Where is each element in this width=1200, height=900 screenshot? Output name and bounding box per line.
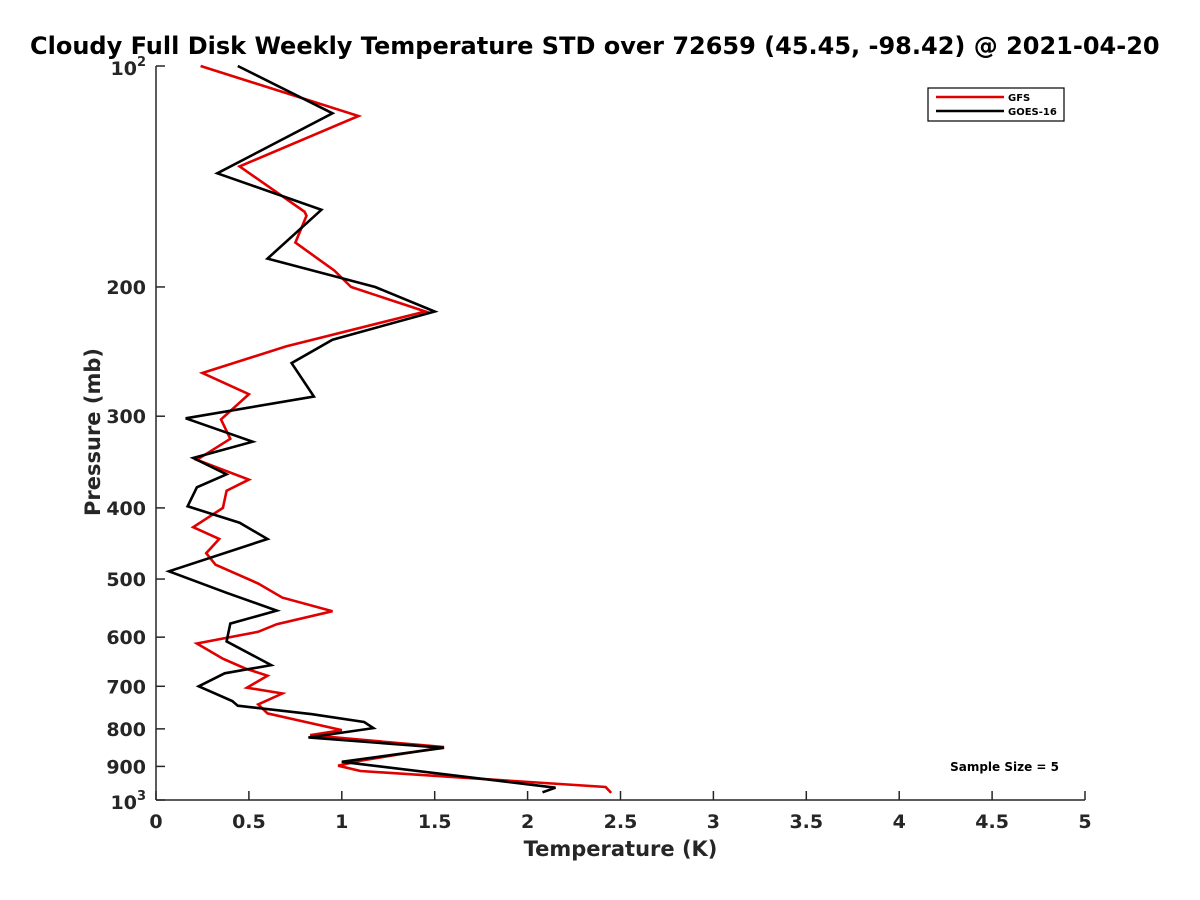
legend-label-gfs: GFS xyxy=(1008,93,1030,104)
x-axis-label: Temperature (K) xyxy=(524,837,718,861)
y-tick-label: 103 xyxy=(111,789,147,814)
y-axis-label: Pressure (mb) xyxy=(81,348,105,516)
sample-size-annotation: Sample Size = 5 xyxy=(950,760,1059,774)
ticks: 0 0.5 1 1.5 2 2.5 3 3.5 4 4.5 5 102 200 300 400 500 600 7… xyxy=(106,55,1091,833)
x-tick-label: 2 xyxy=(521,811,534,833)
legend-box xyxy=(927,87,1065,122)
y-tick-label: 102 xyxy=(111,55,147,80)
series-lines xyxy=(165,64,613,794)
y-tick-label: 400 xyxy=(106,498,146,520)
series-line-gfs xyxy=(190,64,613,794)
x-tick-label: 1.5 xyxy=(418,811,452,833)
y-tick-label: 300 xyxy=(106,406,146,428)
chart-title: Cloudy Full Disk Weekly Temperature STD … xyxy=(30,32,1160,60)
series-line-goes-16 xyxy=(165,64,556,794)
legend: GFS GOES-16 xyxy=(927,87,1065,122)
x-tick-label: 3 xyxy=(707,811,720,833)
x-tick-label: 2.5 xyxy=(604,811,638,833)
x-tick-label: 4.5 xyxy=(975,811,1009,833)
x-tick-label: 0 xyxy=(149,811,162,833)
y-tick-label: 200 xyxy=(106,277,146,299)
y-tick-label: 700 xyxy=(106,676,146,698)
x-tick-label: 0.5 xyxy=(232,811,266,833)
x-tick-label: 4 xyxy=(893,811,906,833)
x-tick-label: 3.5 xyxy=(789,811,823,833)
y-tick-label: 900 xyxy=(106,756,146,778)
y-tick-label: 800 xyxy=(106,719,146,741)
y-tick-label: 600 xyxy=(106,627,146,649)
legend-label-goes-16: GOES-16 xyxy=(1008,107,1057,118)
x-tick-label: 1 xyxy=(335,811,348,833)
y-tick-label: 500 xyxy=(106,569,146,591)
plot-area xyxy=(156,66,1085,800)
x-tick-label: 5 xyxy=(1078,811,1091,833)
